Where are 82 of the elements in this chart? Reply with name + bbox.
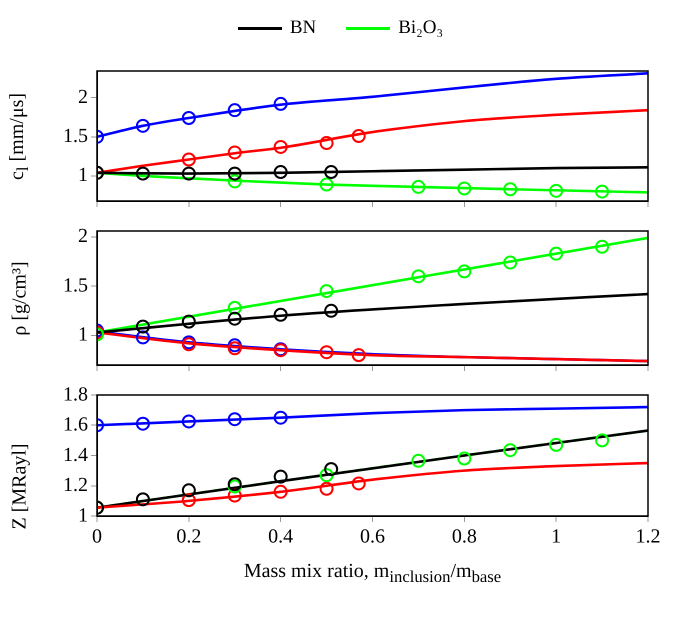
point <box>274 484 288 499</box>
y-tick-label: 1.5 <box>63 125 88 148</box>
point <box>136 118 150 133</box>
point <box>182 493 196 508</box>
point <box>324 462 338 476</box>
point <box>136 166 150 181</box>
x-tick-label: 0.4 <box>268 525 294 548</box>
point <box>320 136 334 150</box>
point <box>324 304 338 318</box>
x-tick-label: 0.8 <box>452 525 477 548</box>
point <box>411 454 426 468</box>
point <box>274 470 288 484</box>
y-tick-label: 1 <box>78 324 88 346</box>
point <box>411 269 426 284</box>
y-tick-label: 1 <box>78 504 88 526</box>
x-tick-label: 0.2 <box>176 525 202 548</box>
point <box>274 96 288 111</box>
point <box>320 284 334 298</box>
point <box>320 468 334 482</box>
y-tick-label: 1.6 <box>63 414 88 436</box>
point <box>549 438 564 452</box>
point <box>503 182 518 196</box>
point <box>411 180 426 194</box>
point <box>228 412 242 426</box>
point <box>228 477 242 492</box>
y-axis-title: ρ [g/cm³] <box>8 260 32 336</box>
x-tick-label: 0.6 <box>360 525 385 548</box>
point <box>320 178 334 192</box>
point <box>228 174 242 188</box>
point <box>352 476 366 490</box>
point <box>320 345 334 360</box>
point <box>549 184 564 198</box>
point <box>136 330 150 344</box>
point <box>274 165 288 180</box>
point <box>595 184 610 199</box>
x-axis-title: Mass mix ratio, m$_{inclusion}$/m$_{base}$ <box>242 560 502 587</box>
point <box>352 129 366 143</box>
x-tick-label: 1.2 <box>636 525 660 548</box>
point <box>228 166 242 181</box>
x-tick-label: 1 <box>551 525 562 548</box>
point <box>182 314 196 329</box>
point <box>228 341 242 356</box>
point <box>457 181 472 196</box>
x-tick-label: 0 <box>92 525 102 548</box>
point <box>182 483 196 498</box>
y-tick-label: 2 <box>78 86 88 108</box>
legend-label: BN <box>290 17 316 39</box>
y-tick-label: 1 <box>78 164 88 186</box>
point <box>136 320 150 334</box>
point <box>228 103 242 118</box>
point <box>228 300 242 315</box>
point <box>182 166 196 181</box>
point <box>182 414 196 428</box>
point <box>228 480 242 494</box>
point <box>136 492 150 506</box>
point <box>320 482 334 496</box>
point <box>274 410 288 425</box>
y-tick-label: 1.8 <box>63 383 88 406</box>
y-tick-label: 1.4 <box>63 444 88 466</box>
y-axis-title: Z [MRayl] <box>8 442 32 530</box>
point <box>457 452 472 466</box>
point <box>274 308 288 322</box>
y-tick-label: 1.5 <box>63 274 88 296</box>
point <box>595 433 610 448</box>
point <box>352 348 366 362</box>
point <box>457 264 472 278</box>
point <box>228 338 242 352</box>
point <box>503 256 518 270</box>
point <box>549 246 564 261</box>
point <box>503 443 518 458</box>
legend-label: Bi₂O₃ <box>398 17 444 39</box>
point <box>228 312 242 326</box>
y-tick-label: 1.2 <box>63 474 88 496</box>
point <box>228 488 242 503</box>
point <box>595 240 610 254</box>
y-tick-label: 2 <box>78 225 88 248</box>
point <box>136 416 150 431</box>
point <box>182 110 196 125</box>
point <box>228 145 242 160</box>
point <box>324 165 338 180</box>
point <box>182 152 196 166</box>
point <box>274 140 288 154</box>
